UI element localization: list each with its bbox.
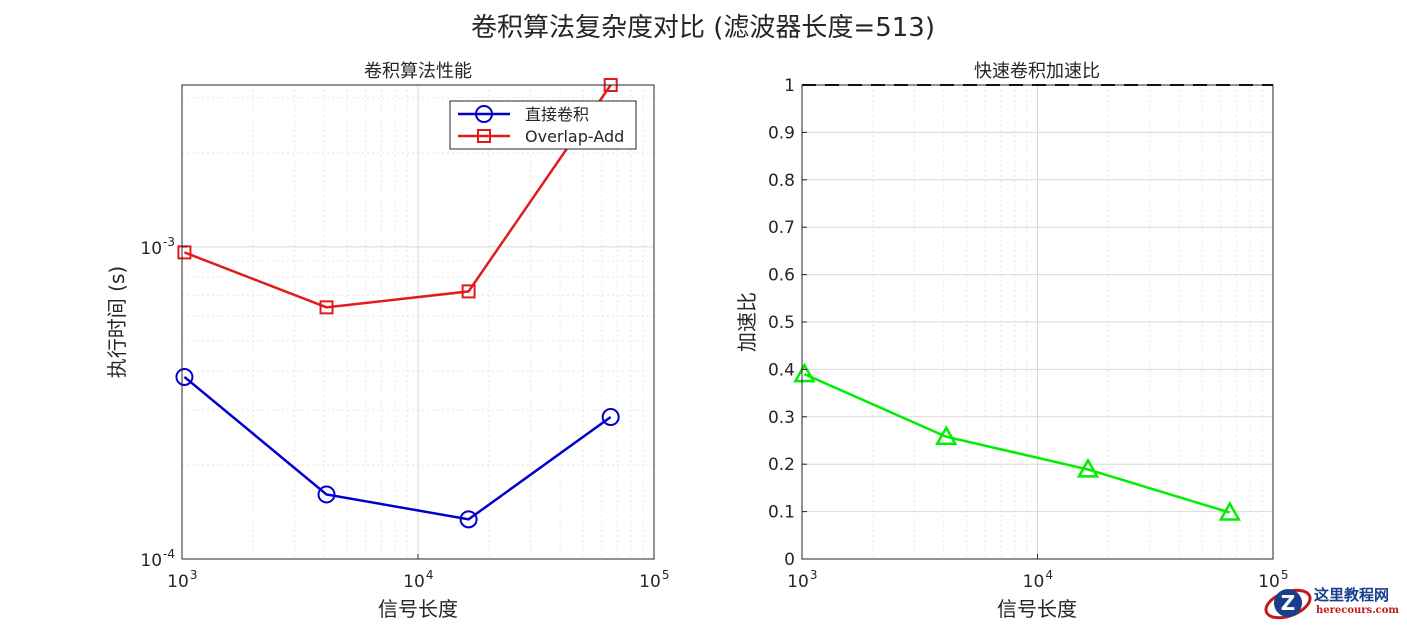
series-line-1 [183,375,612,521]
performance-chart-ylabel: 执行时间 (s) [105,266,129,378]
watermark-title: 这里教程网 [1314,586,1390,604]
watermark-url: herecours.com [1316,605,1400,616]
data-point-triangle [935,425,958,445]
y-tick-label: 0.8 [768,171,795,191]
y-tick-label: 0.3 [768,408,795,428]
legend-swatch-marker [477,129,491,143]
x-tick-label-exp: 5 [662,568,670,582]
y-tick-label: 1 [784,76,795,96]
x-tick-label-exp: 3 [190,568,198,582]
y-tick-label-base: 10 [140,239,162,259]
x-tick-label-exp: 3 [810,568,818,582]
performance-chart: 10 3 10 4 10 510 -410 -3 卷积算法性能 信号长度 执行时间 (s) 直… [105,61,669,621]
x-tick-label-base: 10 [1023,572,1045,592]
data-point-circle [459,510,478,529]
x-tick-label-base: 10 [639,572,661,592]
y-tick-label: 0.6 [768,266,795,286]
x-tick-label-exp: 5 [1281,568,1289,582]
data-point-square [319,300,334,315]
performance-chart-xlabel: 信号长度 [378,597,458,621]
speedup-chart-grid [801,84,1274,560]
y-tick-label-exp: -4 [163,547,175,561]
svg-text:Z: Z [1281,591,1296,615]
x-tick-label-base: 10 [167,572,189,592]
y-tick-label: 0.1 [768,503,795,523]
data-point-triangle [1076,457,1100,478]
data-point-circle [317,485,336,504]
legend-label: Overlap-Add [525,127,624,146]
speedup-chart-ylabel: 加速比 [735,292,759,352]
y-tick-label: 0.2 [768,455,795,475]
figure-title: 卷积算法复杂度对比 (滤波器长度=513) [471,13,935,43]
y-tick-label-exp: -3 [163,235,175,249]
legend-swatch-marker [475,105,493,123]
x-tick-label-base: 10 [787,572,809,592]
y-tick-label: 0 [784,550,795,570]
speedup-chart: 10 3 10 4 10 500.10.20.30.40.50.60.70.80.91 快… [735,61,1288,621]
performance-chart-title: 卷积算法性能 [364,61,472,82]
performance-chart-series [175,78,620,529]
data-point-circle [601,408,620,427]
speedup-chart-series [793,362,1241,521]
performance-chart-ticks: 10 3 10 4 10 510 -410 -3 [140,235,669,592]
y-tick-label: 0.5 [768,313,795,333]
series-line-2 [183,84,612,309]
data-point-triangle [1218,500,1241,521]
legend-label: 直接卷积 [525,105,589,124]
speedup-chart-title: 快速卷积加速比 [974,61,1100,82]
x-tick-label-exp: 4 [1045,568,1053,582]
watermark-logo: Z 这里教程网 herecours.com [1262,582,1407,625]
data-point-square [461,284,476,299]
speedup-series-line [803,372,1231,514]
performance-chart-grid [181,85,655,560]
y-tick-label: 0.9 [768,123,795,143]
y-tick-label: 0.7 [768,218,795,238]
x-tick-label-base: 10 [1258,572,1280,592]
y-tick-label: 0.4 [768,360,795,380]
x-tick-label-base: 10 [403,572,425,592]
logo-icon: Z [1264,588,1312,620]
performance-chart-legend: 直接卷积 Overlap-Add [449,100,637,150]
data-point-triangle [793,362,816,383]
x-tick-label-exp: 4 [426,568,434,582]
speedup-chart-xlabel: 信号长度 [997,597,1077,621]
speedup-chart-ticks: 10 3 10 4 10 500.10.20.30.40.50.60.70.80.91 [768,76,1289,592]
data-point-circle [175,367,194,386]
y-tick-label-base: 10 [140,551,162,571]
